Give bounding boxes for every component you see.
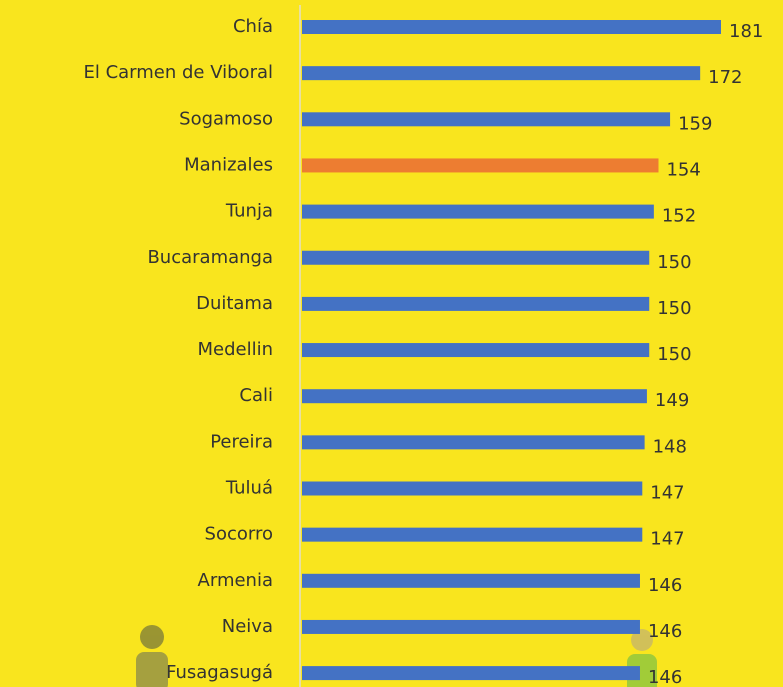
value-label: 150	[657, 344, 691, 365]
bar	[302, 620, 640, 634]
value-label: 154	[666, 159, 700, 180]
category-label: Armenia	[198, 570, 273, 591]
bar	[302, 528, 642, 542]
bar	[302, 343, 649, 357]
bar	[302, 205, 654, 219]
category-label: Sogamoso	[179, 108, 273, 129]
value-label: 181	[729, 21, 763, 42]
value-label: 146	[648, 621, 682, 642]
bar	[302, 389, 647, 403]
category-label: Medellin	[197, 339, 273, 360]
category-label: Duitama	[196, 293, 273, 314]
value-label: 149	[655, 390, 689, 411]
value-label: 152	[662, 206, 696, 227]
category-label: Tunja	[225, 201, 273, 222]
bar	[302, 574, 640, 588]
bar	[302, 66, 700, 80]
value-label: 147	[650, 529, 684, 550]
person-figure	[136, 625, 168, 687]
bar	[302, 435, 645, 449]
bar	[302, 158, 658, 172]
category-label: Bucaramanga	[147, 247, 273, 268]
chart: Chía 181 El Carmen de Viboral 172 Sogamoso 15…	[0, 0, 783, 687]
bar	[302, 251, 649, 265]
category-label: Cali	[239, 385, 273, 406]
category-label: Chía	[233, 16, 273, 37]
value-label: 159	[678, 113, 712, 134]
category-label: Pereira	[210, 431, 273, 452]
value-label: 147	[650, 483, 684, 504]
page: {"chart_data": {"type": "barh", "categor…	[0, 0, 783, 687]
value-label: 150	[657, 252, 691, 273]
bar	[302, 112, 670, 126]
bar	[302, 482, 642, 496]
value-label: 148	[653, 436, 687, 457]
category-label: Tuluá	[225, 478, 273, 499]
value-label: 146	[648, 667, 682, 687]
bar	[302, 666, 640, 680]
value-label: 150	[657, 298, 691, 319]
bar	[302, 297, 649, 311]
value-label: 172	[708, 67, 742, 88]
category-label: El Carmen de Viboral	[83, 62, 273, 83]
category-label: Neiva	[222, 616, 273, 637]
bar	[302, 20, 721, 34]
category-label: Fusagasugá	[166, 662, 273, 683]
category-label: Manizales	[184, 154, 273, 175]
value-label: 146	[648, 575, 682, 596]
category-label: Socorro	[205, 524, 273, 545]
